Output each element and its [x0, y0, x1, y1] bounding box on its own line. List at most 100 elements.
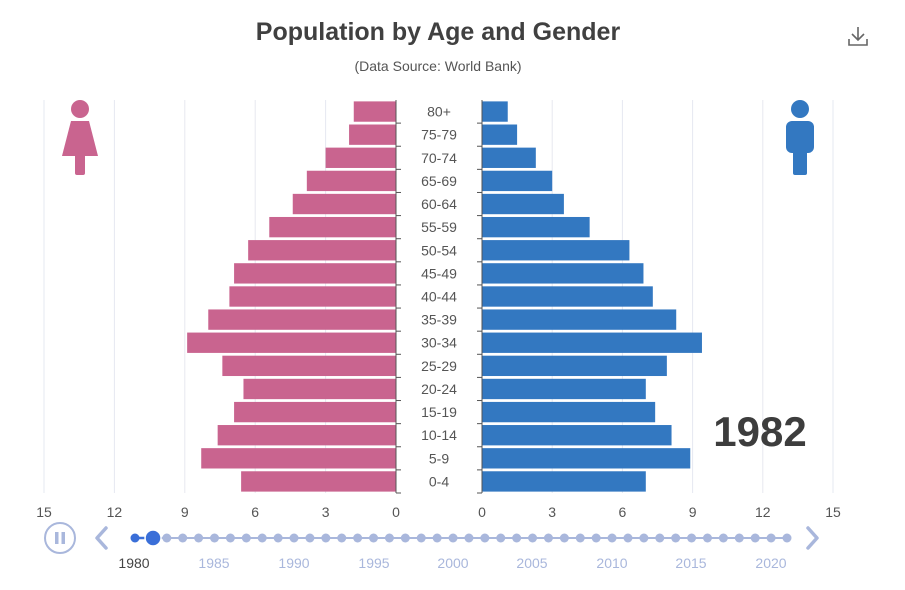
timeline-dot[interactable] — [528, 533, 538, 543]
female-bar — [187, 332, 396, 353]
x-tick-label: 15 — [36, 504, 52, 520]
timeline-dot[interactable] — [194, 533, 204, 543]
age-group-label: 25-29 — [421, 358, 457, 374]
pause-button[interactable] — [44, 522, 76, 554]
timeline-dot[interactable] — [480, 533, 490, 543]
age-group-label: 55-59 — [421, 219, 457, 235]
timeline-dot[interactable] — [687, 533, 697, 543]
female-icon — [62, 100, 98, 175]
timeline-year-label[interactable]: 2020 — [755, 555, 786, 571]
timeline-year-label[interactable]: 2010 — [596, 555, 627, 571]
female-bar — [325, 147, 396, 168]
timeline-year-label[interactable]: 2015 — [675, 555, 706, 571]
female-bar — [292, 193, 396, 215]
x-tick-label: 0 — [392, 504, 400, 520]
male-bar — [482, 193, 564, 215]
male-bar — [482, 471, 646, 492]
timeline-dot[interactable] — [639, 533, 649, 543]
timeline-dot[interactable] — [273, 533, 283, 543]
timeline-year-label[interactable]: 1990 — [278, 555, 309, 571]
female-bar — [353, 101, 396, 122]
x-tick-label: 9 — [689, 504, 697, 520]
timeline-dot[interactable] — [496, 533, 506, 543]
timeline-dot[interactable] — [671, 533, 681, 543]
timeline-dot[interactable] — [337, 533, 347, 543]
female-bar — [217, 425, 396, 446]
timeline-dot[interactable] — [734, 533, 744, 543]
male-bar — [482, 355, 667, 377]
female-bar — [234, 401, 396, 423]
timeline-dot[interactable] — [543, 533, 553, 543]
female-bar — [241, 471, 396, 492]
x-tick-label: 12 — [755, 504, 771, 520]
timeline-dot[interactable] — [384, 533, 394, 543]
download-icon[interactable] — [848, 27, 868, 46]
x-tick-label: 15 — [825, 504, 841, 520]
timeline-year-label[interactable]: 2005 — [516, 555, 547, 571]
age-group-label: 40-44 — [421, 289, 457, 305]
timeline-dot[interactable] — [416, 533, 426, 543]
timeline-dot[interactable] — [766, 533, 776, 543]
timeline-dot[interactable] — [241, 533, 251, 543]
timeline-dot[interactable] — [400, 533, 410, 543]
timeline-dot[interactable] — [305, 533, 315, 543]
male-bar — [482, 101, 508, 122]
timeline-year-label[interactable]: 2000 — [437, 555, 468, 571]
male-bar — [482, 309, 677, 330]
timeline-dot[interactable] — [559, 533, 569, 543]
age-group-label: 35-39 — [421, 312, 457, 328]
timeline-dot[interactable] — [432, 533, 442, 543]
chart-subtitle: (Data Source: World Bank) — [354, 58, 521, 74]
timeline-track[interactable] — [130, 529, 792, 547]
timeline-dot[interactable] — [448, 533, 458, 543]
timeline-dot[interactable] — [655, 533, 665, 543]
age-group-label: 30-34 — [421, 335, 457, 351]
timeline-year-label[interactable]: 1985 — [198, 555, 229, 571]
timeline-dot[interactable] — [750, 533, 760, 543]
chevron-right-icon[interactable] — [806, 526, 819, 550]
female-bar — [269, 216, 396, 238]
x-tick-label: 3 — [322, 504, 330, 520]
timeline-dot[interactable] — [718, 533, 728, 543]
male-bar — [482, 147, 536, 168]
age-group-label: 5-9 — [429, 450, 449, 466]
age-group-label: 80+ — [427, 104, 451, 120]
age-group-label: 20-24 — [421, 381, 457, 397]
timeline-dot[interactable] — [162, 533, 172, 543]
timeline-dot[interactable] — [607, 533, 617, 543]
timeline-dot[interactable] — [225, 533, 235, 543]
female-bar — [306, 170, 396, 192]
timeline-dot[interactable] — [178, 533, 188, 543]
timeline-dot[interactable] — [575, 533, 585, 543]
timeline-dot[interactable] — [623, 533, 633, 543]
timeline-year-label[interactable]: 1980 — [118, 555, 149, 571]
female-bar — [208, 309, 396, 330]
timeline-dot[interactable] — [353, 533, 363, 543]
timeline-dot[interactable] — [289, 533, 299, 543]
female-bar — [222, 355, 396, 377]
male-bar — [482, 240, 630, 261]
timeline-year-label[interactable]: 1995 — [358, 555, 389, 571]
timeline-dot[interactable] — [210, 533, 220, 543]
timeline-dot[interactable] — [782, 533, 792, 543]
timeline-dot[interactable] — [702, 533, 712, 543]
timeline-dot[interactable] — [512, 533, 522, 543]
male-bar — [482, 263, 644, 284]
timeline-dot[interactable] — [464, 533, 474, 543]
pause-icon — [55, 532, 65, 544]
timeline-dot[interactable] — [591, 533, 601, 543]
age-group-label: 70-74 — [421, 150, 457, 166]
timeline-dot[interactable] — [321, 533, 331, 543]
male-bar — [482, 425, 672, 446]
male-bar — [482, 332, 702, 353]
male-bar — [482, 378, 646, 400]
timeline-handle[interactable] — [144, 529, 162, 547]
timeline-dot[interactable] — [257, 533, 267, 543]
x-tick-label: 6 — [251, 504, 259, 520]
chart-title: Population by Age and Gender — [256, 18, 621, 46]
female-bar — [201, 448, 396, 469]
current-year-label: 1982 — [713, 408, 806, 455]
timeline-dot[interactable] — [369, 533, 379, 543]
age-group-label: 75-79 — [421, 127, 457, 143]
chevron-left-icon[interactable] — [95, 526, 108, 550]
